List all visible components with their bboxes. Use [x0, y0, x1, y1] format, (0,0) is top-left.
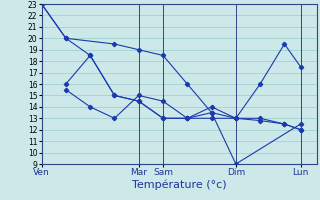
X-axis label: Température (°c): Température (°c)	[132, 180, 227, 190]
